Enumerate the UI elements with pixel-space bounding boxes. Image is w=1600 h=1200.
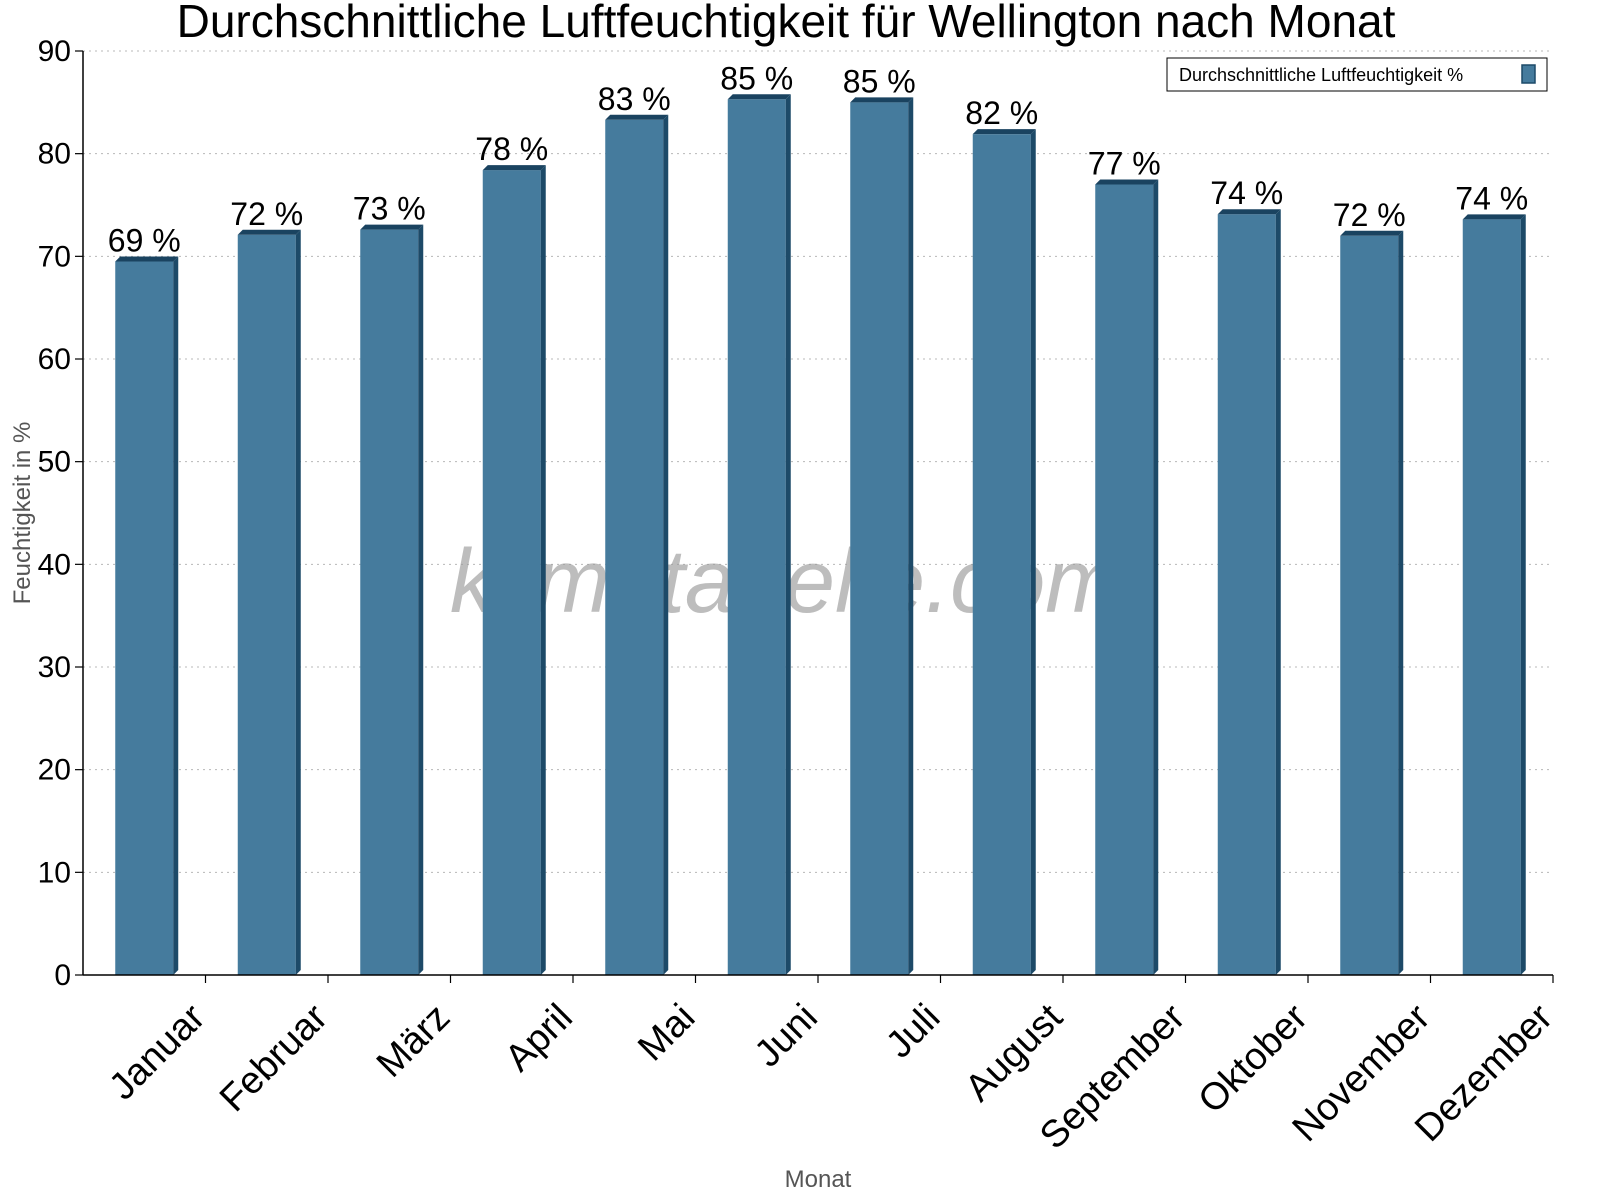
- legend-box: [1166, 57, 1548, 92]
- bar-side: [418, 224, 424, 975]
- bar: [972, 129, 1036, 975]
- legend: Durchschnittliche Luftfeuchtigkeit %: [1166, 57, 1548, 92]
- bar-side: [173, 256, 179, 975]
- bar-side: [1153, 179, 1159, 975]
- y-tick-label: 10: [38, 856, 71, 889]
- bar-top: [1340, 230, 1404, 236]
- y-tick-label: 0: [54, 959, 71, 992]
- bar-top: [605, 114, 669, 120]
- x-axis-label: Monat: [785, 1166, 852, 1193]
- bar-top: [850, 97, 914, 103]
- bar-top: [115, 256, 179, 262]
- x-tick-label: Februar: [212, 996, 336, 1120]
- bar: [115, 256, 179, 975]
- bar-front: [360, 229, 419, 975]
- bar-front: [1095, 184, 1154, 975]
- bar-top: [1217, 209, 1281, 215]
- y-tick-label: 80: [38, 138, 71, 171]
- x-tick-label: Juli: [878, 996, 948, 1066]
- bar: [482, 165, 546, 976]
- bar-front: [972, 134, 1031, 975]
- bar-side: [1398, 230, 1404, 976]
- bar-front: [727, 99, 786, 975]
- bar-top: [1095, 179, 1159, 185]
- data-label: 85 %: [720, 60, 793, 96]
- bar: [605, 114, 669, 975]
- y-tick-label: 90: [38, 35, 71, 68]
- bar-top: [1462, 214, 1526, 220]
- bar-side: [1520, 214, 1526, 975]
- bar: [1095, 179, 1159, 975]
- y-axis-label: Feuchtigkeit in %: [9, 422, 36, 605]
- data-label: 72 %: [1333, 197, 1406, 233]
- bar: [1462, 214, 1526, 975]
- bar-top: [972, 129, 1036, 135]
- bar-front: [237, 234, 296, 976]
- data-label: 77 %: [1088, 145, 1161, 181]
- bar: [1340, 230, 1404, 976]
- bar-side: [908, 97, 914, 976]
- data-label: 78 %: [475, 131, 548, 167]
- bar-side: [295, 229, 301, 976]
- data-label: 69 %: [108, 222, 181, 258]
- bars: [115, 94, 1526, 976]
- bar: [727, 94, 791, 975]
- bar-side: [540, 165, 546, 976]
- chart-title: Durchschnittliche Luftfeuchtigkeit für W…: [177, 0, 1396, 47]
- bar-side: [1030, 129, 1036, 975]
- bar-front: [1217, 214, 1276, 976]
- bar-top: [482, 165, 546, 171]
- bar-top: [237, 229, 301, 235]
- y-tick-label: 60: [38, 343, 71, 376]
- bar: [850, 97, 914, 976]
- bar-top: [360, 224, 424, 230]
- bar-side: [663, 114, 669, 975]
- x-tick-label: April: [497, 996, 580, 1079]
- data-label: 74 %: [1210, 175, 1283, 211]
- bar: [360, 224, 424, 975]
- bar: [1217, 209, 1281, 976]
- bar-side: [785, 94, 791, 975]
- data-label: 83 %: [598, 81, 671, 117]
- x-tick-label: Januar: [101, 996, 213, 1108]
- legend-label: Durchschnittliche Luftfeuchtigkeit %: [1179, 65, 1463, 85]
- y-tick-label: 70: [38, 240, 71, 273]
- bar-front: [605, 119, 664, 975]
- x-tick-label: Juni: [747, 996, 826, 1075]
- bar-front: [115, 261, 174, 975]
- bar-side: [1275, 209, 1281, 976]
- bar-front: [1340, 235, 1399, 976]
- x-tick-label: März: [369, 996, 458, 1085]
- y-tick-label: 50: [38, 446, 71, 479]
- bar-front: [482, 170, 541, 976]
- x-tick-label: August: [957, 996, 1071, 1110]
- data-label: 72 %: [230, 196, 303, 232]
- y-tick-label: 30: [38, 651, 71, 684]
- data-label: 82 %: [965, 95, 1038, 131]
- bar-top: [727, 94, 791, 100]
- y-tick-label: 40: [38, 548, 71, 581]
- bar-front: [850, 102, 909, 976]
- gridlines: [83, 50, 1553, 873]
- x-tick-label: Oktober: [1191, 996, 1317, 1122]
- x-tick-label: Mai: [630, 996, 703, 1069]
- data-label: 85 %: [843, 63, 916, 99]
- y-tick-label: 20: [38, 754, 71, 787]
- data-label: 73 %: [353, 191, 426, 227]
- bar: [237, 229, 301, 976]
- bar-front: [1462, 219, 1521, 975]
- data-label: 74 %: [1455, 180, 1528, 216]
- data-labels: 69 % 72 % 73 % 78 % 83 % 85 % 85 % 82 % 77 % 74 %…: [108, 60, 1528, 258]
- legend-swatch: [1521, 64, 1536, 84]
